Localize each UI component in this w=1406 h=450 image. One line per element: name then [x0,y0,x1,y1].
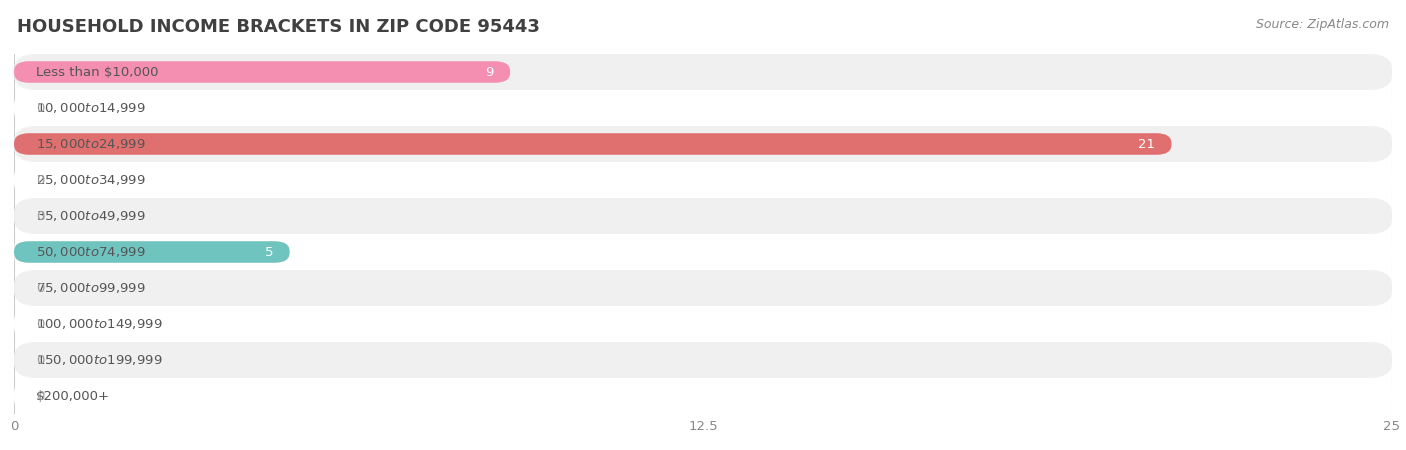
Text: $15,000 to $24,999: $15,000 to $24,999 [37,137,146,151]
Text: 0: 0 [37,174,45,186]
FancyBboxPatch shape [14,234,1392,270]
FancyBboxPatch shape [14,61,510,83]
Text: $150,000 to $199,999: $150,000 to $199,999 [37,353,163,367]
Text: 0: 0 [37,102,45,114]
Text: 9: 9 [485,66,494,78]
Text: 0: 0 [37,210,45,222]
Text: Source: ZipAtlas.com: Source: ZipAtlas.com [1256,18,1389,31]
FancyBboxPatch shape [14,126,1392,162]
Text: 0: 0 [37,390,45,402]
Text: Less than $10,000: Less than $10,000 [37,66,159,78]
Text: 5: 5 [264,246,273,258]
FancyBboxPatch shape [14,241,290,263]
Text: 0: 0 [37,354,45,366]
FancyBboxPatch shape [14,198,1392,234]
FancyBboxPatch shape [14,342,1392,378]
Text: $25,000 to $34,999: $25,000 to $34,999 [37,173,146,187]
FancyBboxPatch shape [14,270,1392,306]
Text: 21: 21 [1137,138,1154,150]
Text: $100,000 to $149,999: $100,000 to $149,999 [37,317,163,331]
FancyBboxPatch shape [14,306,1392,342]
Text: 0: 0 [37,318,45,330]
Text: $50,000 to $74,999: $50,000 to $74,999 [37,245,146,259]
FancyBboxPatch shape [14,378,1392,414]
FancyBboxPatch shape [14,90,1392,126]
Text: $35,000 to $49,999: $35,000 to $49,999 [37,209,146,223]
Text: $75,000 to $99,999: $75,000 to $99,999 [37,281,146,295]
FancyBboxPatch shape [14,133,1171,155]
FancyBboxPatch shape [14,54,1392,90]
Text: $10,000 to $14,999: $10,000 to $14,999 [37,101,146,115]
Text: HOUSEHOLD INCOME BRACKETS IN ZIP CODE 95443: HOUSEHOLD INCOME BRACKETS IN ZIP CODE 95… [17,18,540,36]
Text: $200,000+: $200,000+ [37,390,110,402]
FancyBboxPatch shape [14,162,1392,198]
Text: 0: 0 [37,282,45,294]
